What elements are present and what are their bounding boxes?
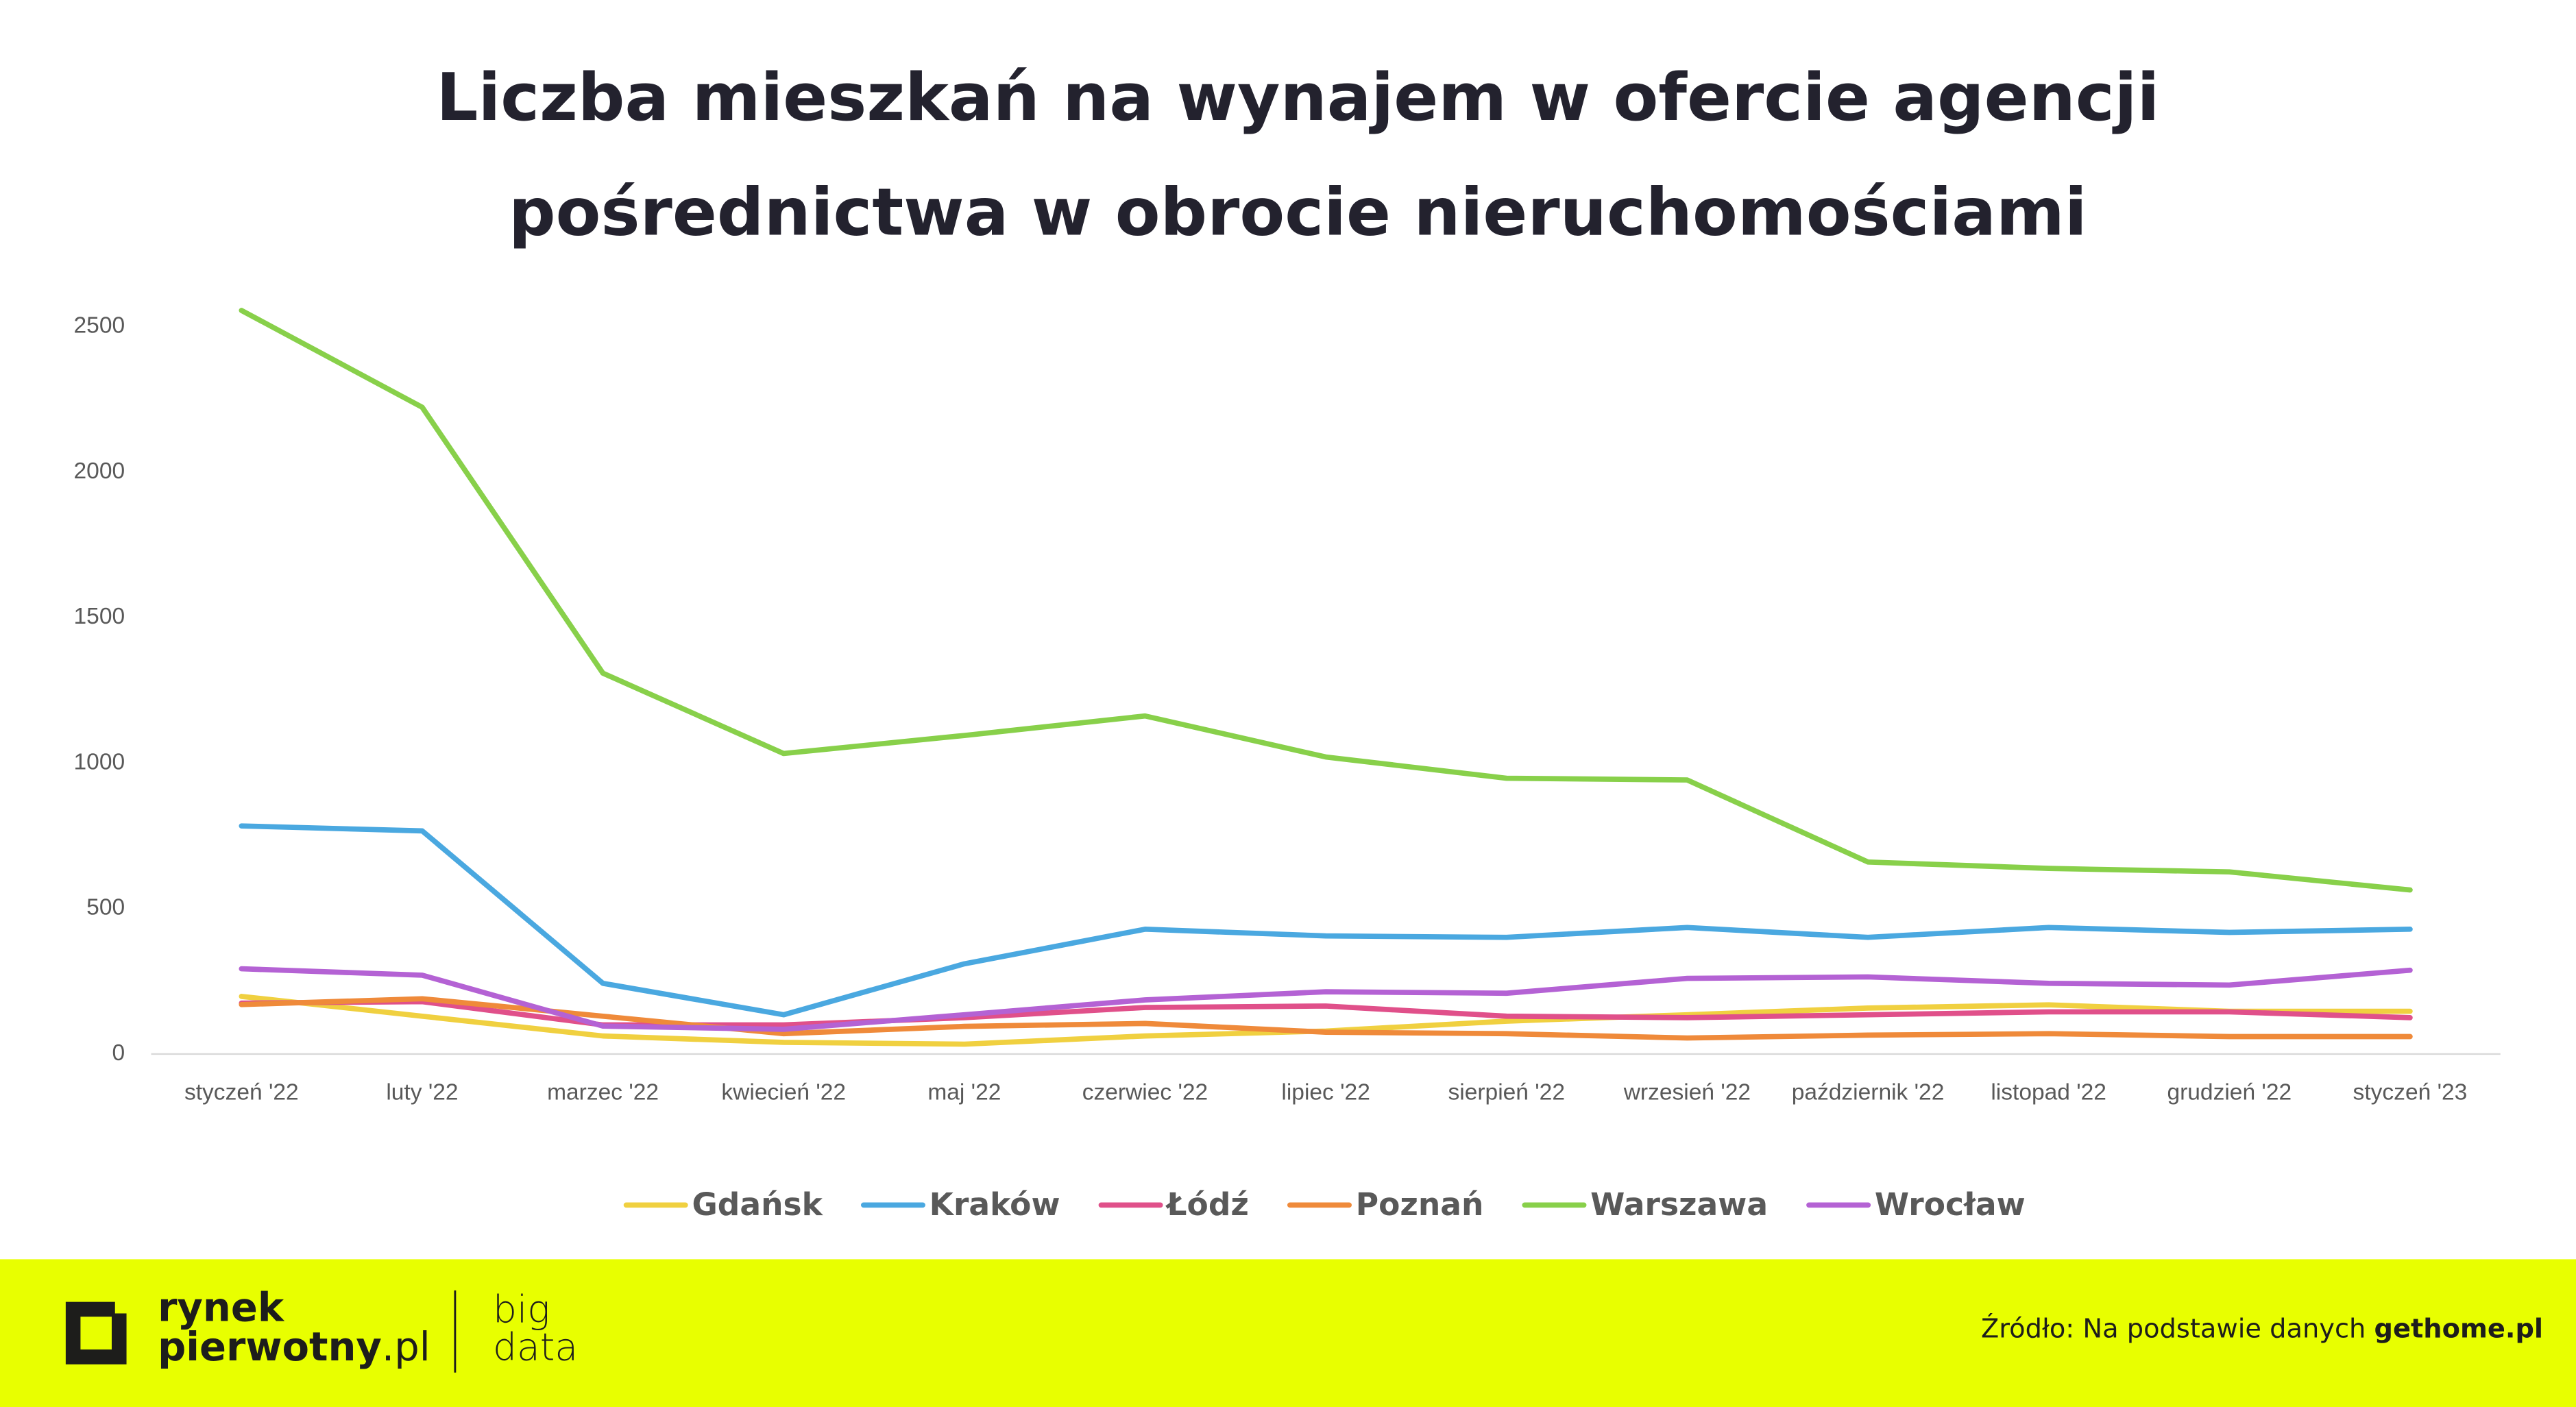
series-line <box>239 966 2413 1032</box>
x-tick-label: listopad '22 <box>1991 1079 2106 1105</box>
legend: Gdańsk Kraków Łódź Poznań Warszawa Wrocław <box>623 1186 2026 1223</box>
x-tick-label: maj '22 <box>927 1079 1001 1105</box>
logo-text: pierwotny.pl <box>158 1324 430 1370</box>
footer: rynek pierwotny.pl big data Źródło: Na p… <box>0 1259 2576 1407</box>
background <box>0 0 2576 1259</box>
y-tick-label: 2000 <box>74 458 125 484</box>
y-tick-label: 2500 <box>74 313 125 339</box>
legend-label: Kraków <box>929 1186 1060 1223</box>
x-tick-label: czerwiec '22 <box>1082 1079 1208 1105</box>
series-line <box>239 996 2413 1041</box>
tagline: data <box>493 1325 578 1369</box>
y-tick-label: 1000 <box>74 749 125 774</box>
chart-title: Liczba mieszkań na wynajem w ofercie age… <box>436 59 2159 136</box>
x-tick-label: kwiecień '22 <box>721 1079 846 1105</box>
source-text: Źródło: Na podstawie danych <box>1981 1312 2374 1344</box>
x-tick-label: marzec '22 <box>547 1079 659 1105</box>
legend-label: Wrocław <box>1875 1186 2026 1223</box>
x-tick-label: lipiec '22 <box>1281 1079 1370 1105</box>
y-tick-label: 0 <box>112 1040 125 1066</box>
logo-text: pierwotny <box>158 1324 382 1370</box>
x-tick-label: luty '22 <box>386 1079 458 1105</box>
legend-label: Łódź <box>1165 1186 1249 1223</box>
chart-title: pośrednictwa w obrocie nieruchomościami <box>509 174 2087 251</box>
source: Źródło: Na podstawie danych gethome.pl <box>1981 1312 2543 1344</box>
x-tick-label: styczeń '22 <box>184 1079 299 1105</box>
source-site: gethome.pl <box>2374 1313 2544 1344</box>
y-tick-label: 500 <box>86 895 125 920</box>
x-tick-label: wrzesień '22 <box>1623 1079 1751 1105</box>
x-tick-label: sierpień '22 <box>1448 1079 1565 1105</box>
series-line <box>239 308 2413 893</box>
legend-label: Poznań <box>1356 1186 1484 1223</box>
x-tick-label: październik '22 <box>1792 1079 1945 1105</box>
legend-label: Warszawa <box>1590 1186 1768 1223</box>
logo-notch <box>114 1297 132 1314</box>
y-tick-label: 1500 <box>74 604 125 629</box>
x-tick-label: grudzień '22 <box>2167 1079 2292 1105</box>
x-tick-label: styczeń '23 <box>2353 1079 2468 1105</box>
logo-suffix: .pl <box>382 1324 430 1370</box>
series-line <box>239 823 2413 1018</box>
tagline: big <box>493 1287 550 1331</box>
legend-label: Gdańsk <box>692 1186 823 1223</box>
logo-text: rynek <box>158 1284 285 1330</box>
footer-band <box>0 1259 2576 1407</box>
